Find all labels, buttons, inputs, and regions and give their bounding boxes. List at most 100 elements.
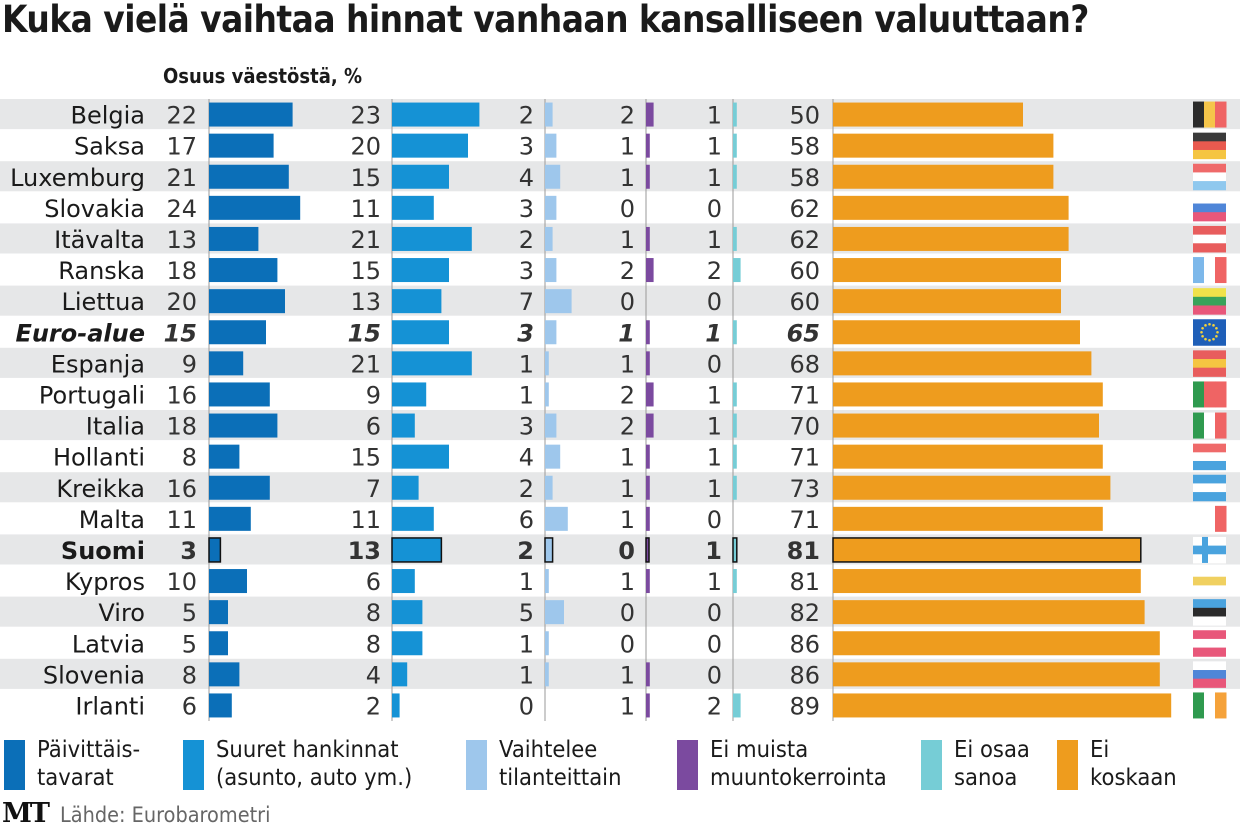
bar bbox=[545, 164, 561, 189]
flag-stripe bbox=[1193, 257, 1205, 284]
bar bbox=[209, 631, 228, 656]
flag-stripe bbox=[1193, 492, 1226, 502]
flag-stripe bbox=[1193, 607, 1226, 617]
ireland-flag-icon bbox=[1193, 692, 1227, 719]
legend-swatch bbox=[921, 740, 942, 790]
data-label: 5 bbox=[182, 599, 197, 627]
data-label: 8 bbox=[366, 599, 381, 627]
flag-star bbox=[1201, 326, 1204, 330]
data-label: 15 bbox=[350, 444, 381, 472]
flag-stripe bbox=[1193, 225, 1226, 236]
data-label: 86 bbox=[789, 630, 820, 658]
flag-stripe bbox=[1204, 101, 1216, 128]
legend-item-suuret-hankinnat: Suuret hankinnat (asunto, auto ym.) bbox=[183, 736, 429, 792]
bar bbox=[392, 506, 434, 531]
data-label: 6 bbox=[366, 568, 381, 596]
bar bbox=[646, 506, 650, 531]
flag-stripe bbox=[1193, 412, 1205, 439]
data-label: 23 bbox=[350, 102, 381, 130]
data-label: 1 bbox=[620, 133, 635, 161]
data-label: 1 bbox=[519, 381, 534, 409]
bar bbox=[545, 569, 549, 594]
flag-stripe bbox=[1215, 505, 1227, 532]
bar bbox=[208, 537, 222, 563]
flag-stripe bbox=[1193, 474, 1226, 484]
chart-subtitle: Osuus väestöstä, % bbox=[163, 64, 363, 88]
flag-stripe bbox=[1193, 288, 1226, 298]
bar bbox=[209, 413, 278, 438]
data-label: 1 bbox=[707, 413, 722, 441]
data-label: 18 bbox=[166, 257, 197, 285]
data-label: 4 bbox=[519, 444, 534, 472]
bar bbox=[646, 693, 650, 718]
data-label: 13 bbox=[348, 537, 381, 565]
flag-stripe bbox=[1193, 172, 1226, 182]
data-label: 1 bbox=[519, 661, 534, 689]
data-label: 17 bbox=[166, 133, 197, 161]
category-label: Belgia bbox=[70, 102, 145, 130]
data-label: 8 bbox=[182, 444, 197, 472]
bar bbox=[833, 351, 1092, 376]
flag-stripe bbox=[1193, 545, 1226, 555]
data-label: 18 bbox=[166, 413, 197, 441]
bar bbox=[209, 102, 293, 127]
france-flag-icon bbox=[1193, 257, 1227, 284]
flag-star bbox=[1212, 337, 1215, 341]
data-label: 1 bbox=[620, 692, 635, 720]
data-label: 3 bbox=[180, 537, 197, 565]
data-label: 0 bbox=[707, 630, 722, 658]
data-label: 22 bbox=[166, 102, 197, 130]
bar bbox=[209, 289, 285, 314]
flag-stripe bbox=[1193, 163, 1226, 173]
flag-stripe bbox=[1193, 243, 1226, 253]
bar bbox=[545, 631, 549, 656]
legend-label: Ei koskaan bbox=[1090, 737, 1177, 791]
row-stripe bbox=[0, 99, 1240, 130]
data-label: 1 bbox=[705, 319, 722, 347]
flag-stripe bbox=[1204, 505, 1216, 532]
bar bbox=[646, 226, 650, 251]
bar bbox=[392, 413, 415, 438]
flag-stripe bbox=[1193, 443, 1226, 453]
bar bbox=[733, 475, 737, 500]
legend-swatch bbox=[183, 740, 204, 790]
category-label: Liettua bbox=[61, 288, 145, 316]
bar bbox=[209, 320, 266, 345]
legend-swatch bbox=[677, 740, 698, 790]
data-label: 15 bbox=[164, 319, 197, 347]
flag-stripe bbox=[1193, 181, 1226, 191]
flag-star bbox=[1208, 338, 1211, 342]
legend-item-ei-koskaan: Ei koskaan bbox=[1057, 736, 1184, 792]
flag-stripe bbox=[1193, 505, 1205, 532]
data-label: 5 bbox=[182, 630, 197, 658]
bar bbox=[646, 258, 654, 283]
bar bbox=[833, 631, 1160, 656]
bar bbox=[209, 569, 247, 594]
data-label: 0 bbox=[620, 288, 635, 316]
data-label: 11 bbox=[350, 195, 381, 223]
bar bbox=[832, 537, 1142, 563]
bar bbox=[733, 320, 737, 345]
flag-stripe bbox=[1193, 203, 1226, 213]
flag-stripe bbox=[1193, 647, 1226, 657]
bar bbox=[392, 258, 449, 283]
category-label: Espanja bbox=[51, 350, 145, 378]
greece-flag-icon bbox=[1193, 474, 1226, 502]
bar bbox=[833, 226, 1069, 251]
bar bbox=[392, 475, 419, 500]
flag-stripe bbox=[1193, 194, 1226, 205]
data-label: 15 bbox=[350, 164, 381, 192]
category-label: Italia bbox=[86, 413, 145, 441]
flag-stripe bbox=[1193, 599, 1226, 609]
data-label: 1 bbox=[620, 568, 635, 596]
data-label: 0 bbox=[707, 661, 722, 689]
data-label: 1 bbox=[519, 350, 534, 378]
slovakia-flag-icon bbox=[1193, 194, 1226, 222]
cyprus-flag-icon bbox=[1193, 568, 1226, 595]
bar bbox=[392, 631, 423, 656]
flag-stripe bbox=[1204, 692, 1216, 719]
bar bbox=[646, 102, 654, 127]
data-label: 13 bbox=[350, 288, 381, 316]
data-label: 1 bbox=[705, 537, 722, 565]
